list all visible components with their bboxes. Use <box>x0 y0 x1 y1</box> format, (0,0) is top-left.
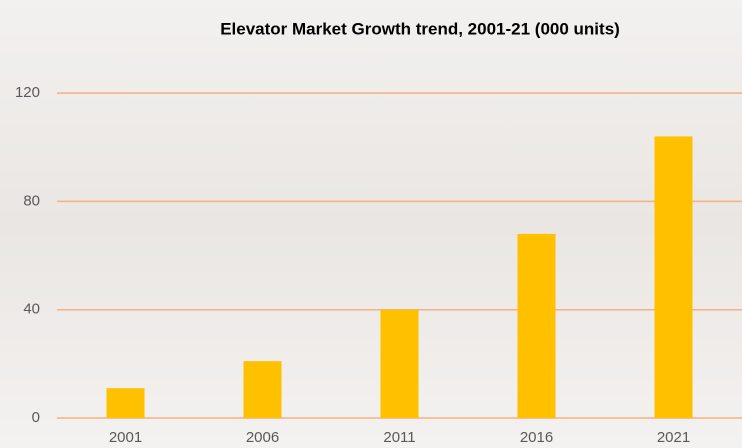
y-tick-label: 40 <box>23 301 40 318</box>
chart-title: Elevator Market Growth trend, 2001-21 (0… <box>220 19 620 38</box>
x-tick-label: 2006 <box>246 429 279 446</box>
bar <box>243 361 282 418</box>
bar <box>380 309 419 418</box>
x-tick-label: 2011 <box>383 429 415 446</box>
bar <box>517 233 556 418</box>
y-tick-label: 120 <box>15 84 40 101</box>
y-tick-label: 80 <box>23 192 40 209</box>
bar <box>106 388 145 418</box>
x-tick-label: 2021 <box>657 429 690 446</box>
y-tick-label: 0 <box>32 409 40 426</box>
bar <box>654 136 693 418</box>
x-tick-label: 2016 <box>520 429 553 446</box>
x-tick-label: 2001 <box>109 429 142 446</box>
